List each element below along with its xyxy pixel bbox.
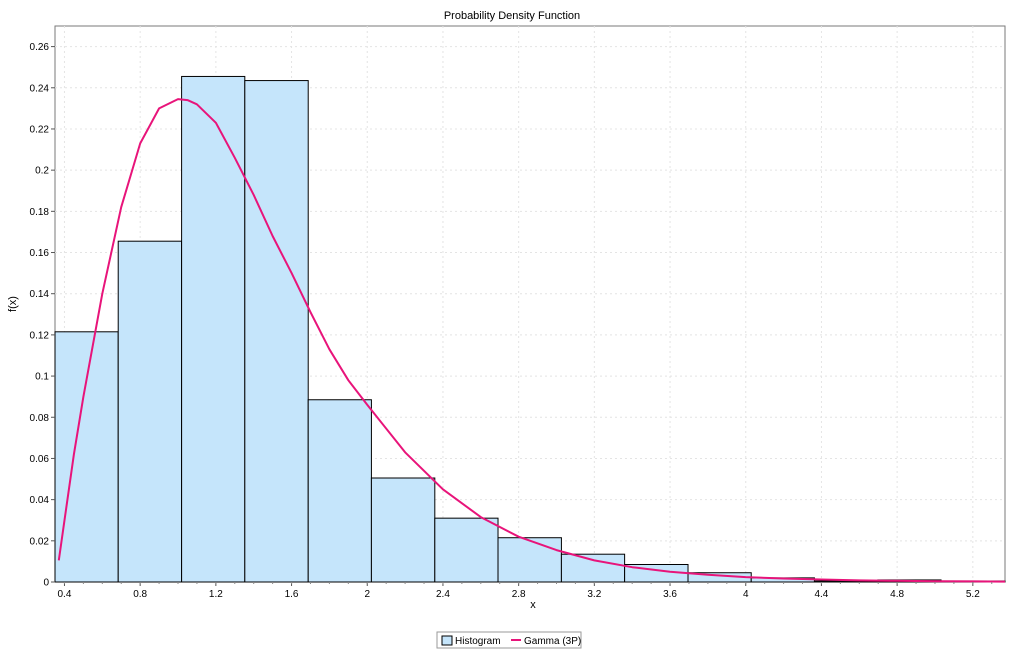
histogram-bar — [307, 399, 372, 583]
legend-histogram-swatch — [441, 635, 453, 646]
y-tick-label: 0.24 — [30, 83, 50, 94]
histogram-bar — [560, 553, 626, 583]
y-axis-label: f(x) — [7, 296, 19, 312]
y-tick-label: 0.2 — [35, 166, 49, 177]
histogram-bar — [244, 80, 309, 583]
x-tick-label: 5.2 — [966, 589, 980, 600]
histogram-bar — [370, 477, 436, 583]
legend: Histogram Gamma (3P) — [436, 631, 582, 649]
y-tick-label: 0.18 — [30, 207, 50, 218]
x-tick-label: 4.4 — [814, 589, 828, 600]
histogram-bar — [181, 75, 246, 583]
x-tick-label: 2 — [364, 589, 370, 600]
legend-gamma-label: Gamma (3P) — [524, 636, 581, 647]
x-tick-label: 1.6 — [285, 589, 299, 600]
x-tick-label: 3.2 — [587, 589, 601, 600]
x-tick-label: 1.2 — [209, 589, 223, 600]
y-tick-label: 0.22 — [30, 124, 50, 135]
x-axis-ticks: 0.4 0.8 1.2 1.6 2 2.4 2.8 3.2 3.6 4 4.4 4.8 5.2 — [58, 582, 993, 600]
histogram-bar — [54, 331, 119, 583]
x-tick-label: 2.8 — [512, 589, 526, 600]
x-tick-label: 0.8 — [133, 589, 147, 600]
y-tick-label: 0.16 — [30, 248, 50, 259]
y-tick-label: 0.04 — [30, 495, 50, 506]
histogram-bars — [54, 75, 1006, 583]
y-tick-label: 0.12 — [30, 330, 50, 341]
histogram-bar — [497, 537, 562, 583]
x-tick-label: 0.4 — [58, 589, 72, 600]
y-tick-label: 0.1 — [35, 372, 49, 383]
x-axis-label: x — [530, 599, 536, 611]
x-tick-label: 3.6 — [663, 589, 677, 600]
histogram-bar — [434, 517, 499, 583]
y-tick-label: 0 — [43, 578, 49, 589]
y-tick-label: 0.14 — [30, 289, 50, 300]
y-tick-label: 0.08 — [30, 413, 50, 424]
gamma-curve — [57, 98, 1006, 583]
legend-histogram-label: Histogram — [455, 636, 501, 647]
legend-box — [436, 631, 582, 649]
x-tick-label: 4.8 — [890, 589, 904, 600]
chart-title: Probability Density Function — [444, 10, 580, 22]
y-tick-label: 0.02 — [30, 536, 50, 547]
x-tick-label: 4 — [743, 589, 749, 600]
y-tick-label: 0.06 — [30, 454, 50, 465]
gamma-curve-layer — [57, 98, 1006, 583]
y-axis-ticks: 0 0.02 0.04 0.06 0.08 0.1 0.12 0.14 0.16 0.18 0.2 0… — [30, 42, 55, 589]
histogram-bar — [117, 240, 183, 583]
y-tick-label: 0.26 — [30, 42, 50, 53]
x-tick-label: 2.4 — [436, 589, 450, 600]
